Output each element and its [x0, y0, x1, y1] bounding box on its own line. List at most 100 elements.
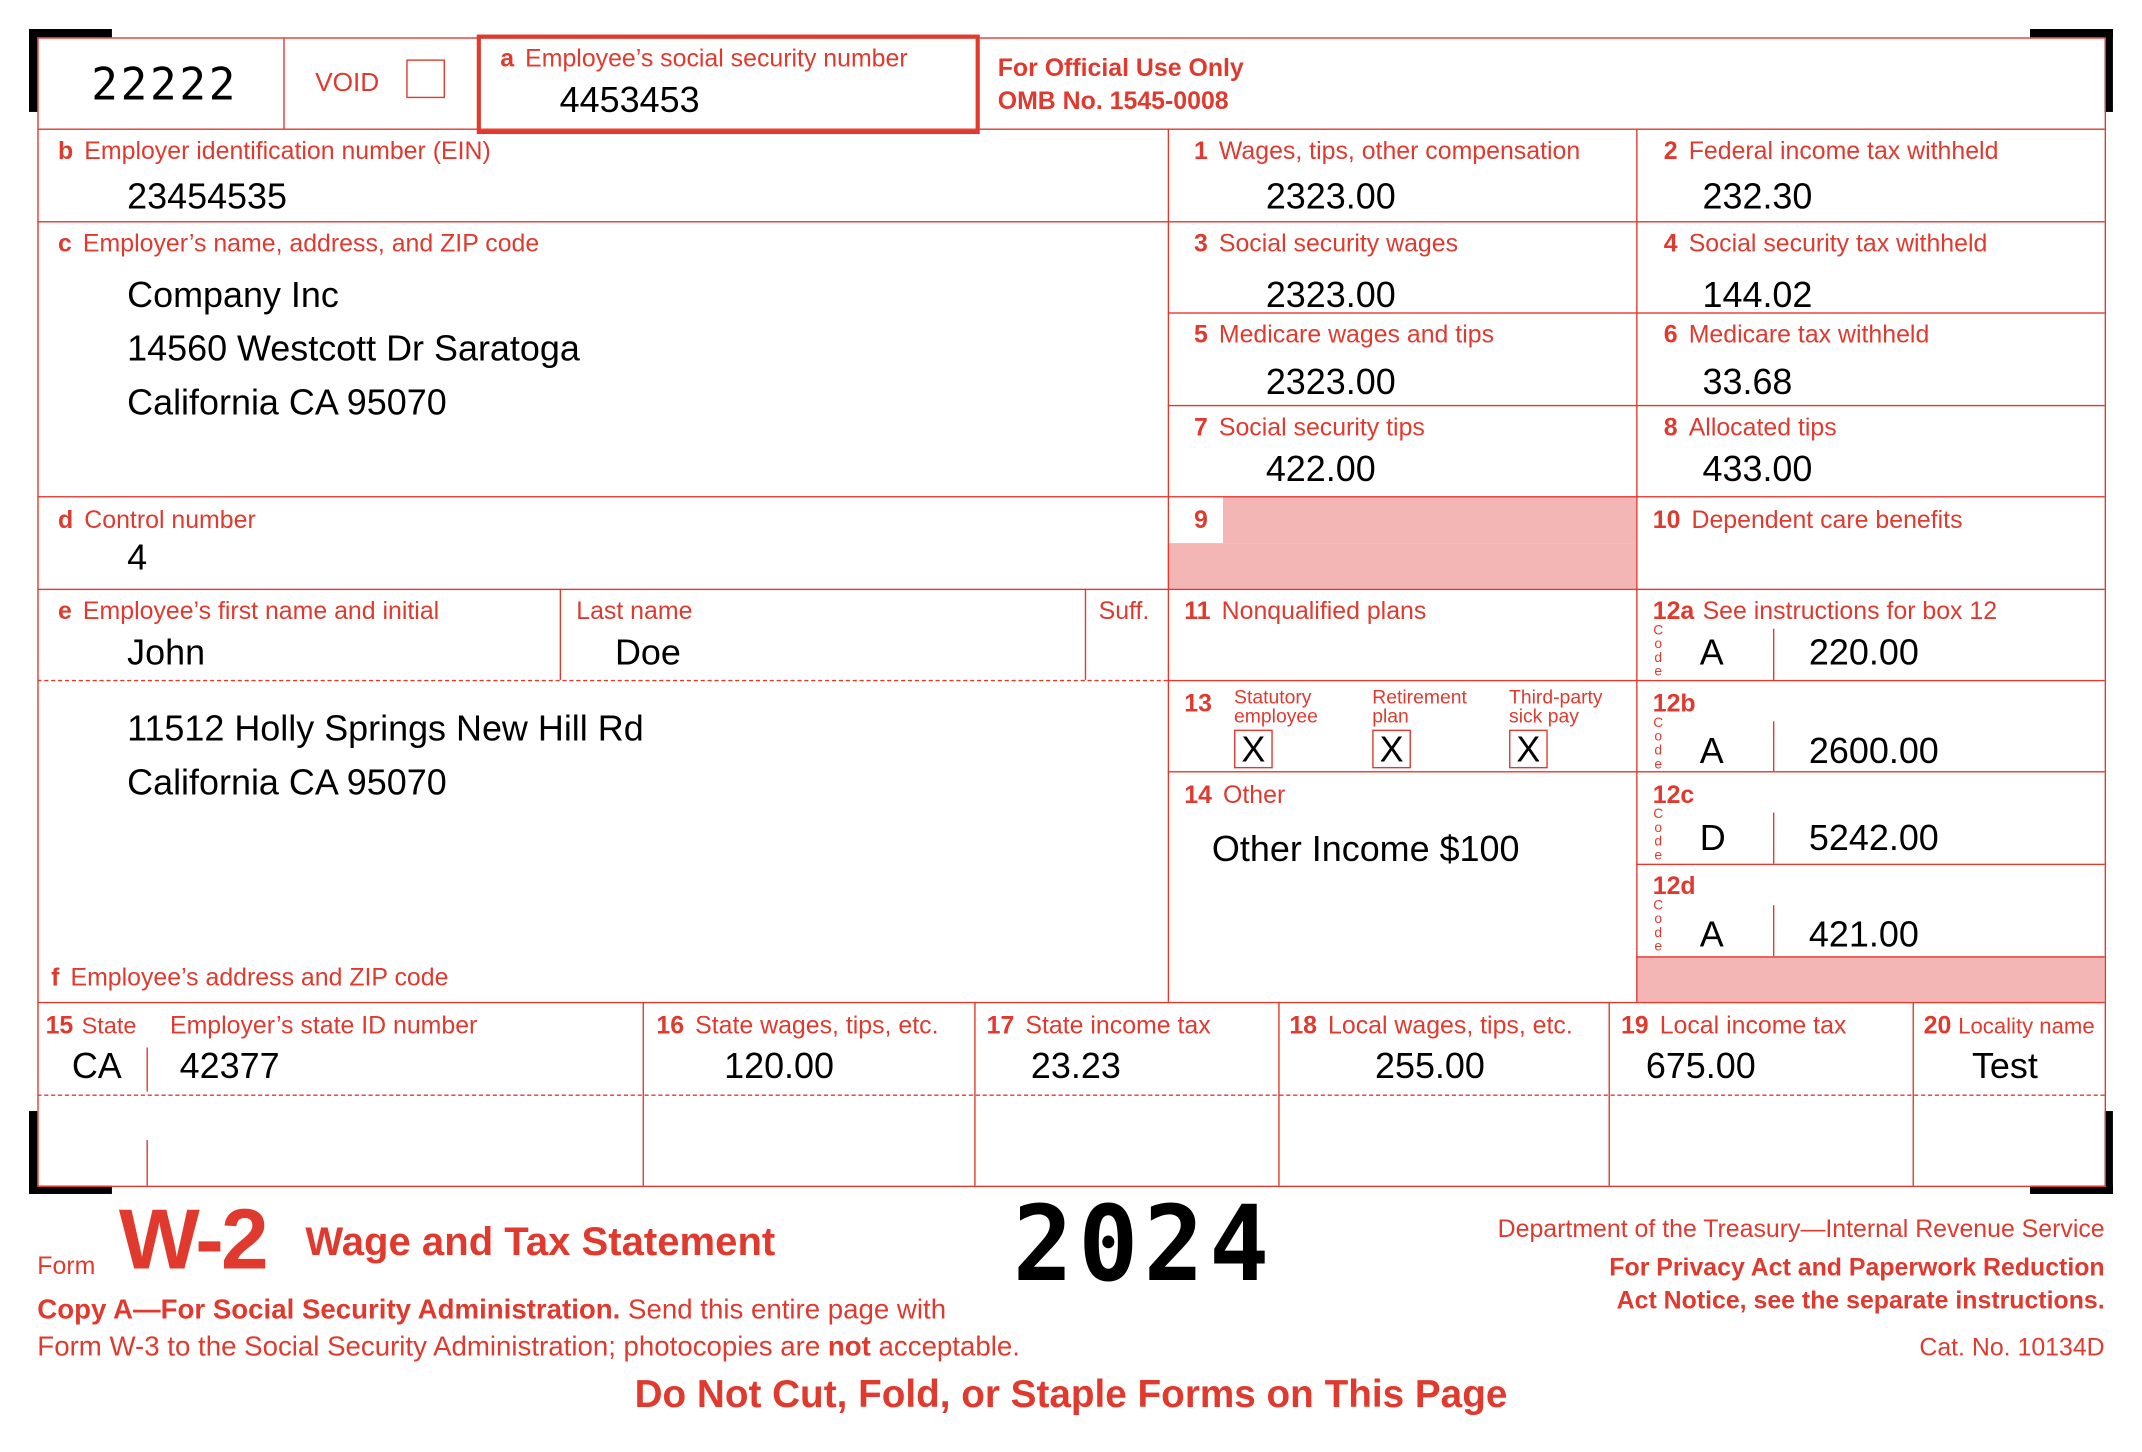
box-number: 9: [1193, 505, 1208, 534]
local-wages-label: Local wages, tips, etc.: [1328, 1011, 1573, 1040]
ein-value: 23454535: [127, 175, 288, 217]
box9-shade: [1167, 543, 1637, 589]
employee-address-label: Employee’s address and ZIP code: [70, 963, 449, 991]
form-word: Form: [37, 1252, 96, 1280]
divider: [1636, 956, 2105, 958]
divider: [146, 1047, 148, 1092]
box9-shade: [1222, 497, 1637, 544]
statutory-label: Statutory: [1234, 685, 1312, 708]
divider: [37, 128, 2105, 130]
medicare-wages-label: Medicare wages and tips: [1218, 320, 1495, 349]
box12b-code: A: [1699, 729, 1724, 772]
box12a-code: A: [1699, 631, 1724, 673]
federal-tax-label: Federal income tax withheld: [1688, 136, 1999, 165]
ss-tips-value: 422.00: [1265, 447, 1376, 490]
box12c-amount: 5242.00: [1808, 816, 1939, 859]
privacy-notice: Act Notice, see the separate instruction…: [1616, 1286, 2105, 1315]
divider: [1167, 679, 2105, 682]
box12a-amount: 220.00: [1808, 631, 1919, 673]
divider: [37, 496, 2105, 498]
ssn-box: [476, 34, 980, 135]
control-number-value: 4: [127, 536, 148, 578]
box-letter: c: [58, 229, 72, 258]
copy-instructions: acceptable.: [870, 1332, 1020, 1363]
copy-a-label: Copy A—For Social Security Administratio…: [37, 1294, 621, 1326]
box-number: 7: [1193, 413, 1208, 441]
ss-wages-value: 2323.00: [1265, 273, 1396, 316]
divider: [1636, 128, 1638, 1002]
handling-warning: Do Not Cut, Fold, or Staple Forms on Thi…: [634, 1372, 1508, 1416]
divider: [1167, 128, 1170, 1002]
corner-mark: [29, 1185, 112, 1194]
dependent-care-label: Dependent care benefits: [1691, 505, 1963, 534]
ss-tips-label: Social security tips: [1218, 413, 1425, 441]
box-number: 15: [45, 1011, 74, 1040]
control-number-label: Control number: [84, 505, 256, 534]
privacy-notice: For Privacy Act and Paperwork Reduction: [1609, 1253, 2105, 1282]
corner-mark: [2104, 29, 2113, 112]
corner-mark: [29, 29, 112, 38]
divider: [1636, 863, 2105, 866]
divider: [1772, 628, 1775, 680]
box-letter: e: [58, 596, 72, 625]
box-number: 4: [1663, 229, 1678, 258]
local-tax-label: Local income tax: [1659, 1011, 1847, 1040]
box-number: 5: [1193, 320, 1208, 349]
box-letter: b: [58, 136, 74, 165]
copy-instructions-emphasis: not: [827, 1332, 871, 1363]
medicare-wages-value: 2323.00: [1265, 360, 1396, 403]
nonqualified-label: Nonqualified plans: [1221, 596, 1427, 625]
wages-label: Wages, tips, other compensation: [1218, 136, 1581, 165]
retirement-label: plan: [1372, 704, 1409, 727]
box12b-amount: 2600.00: [1808, 729, 1939, 772]
medicare-tax-value: 33.68: [1702, 360, 1793, 403]
corner-mark: [2030, 29, 2113, 38]
retirement-plan-checkbox[interactable]: X: [1372, 729, 1411, 769]
box-number: 20: [1923, 1011, 1952, 1040]
sick-pay-checkbox[interactable]: X: [1509, 729, 1548, 769]
divider: [1167, 404, 2105, 407]
local-wages-value: 255.00: [1374, 1044, 1485, 1087]
sick-pay-label: sick pay: [1509, 704, 1579, 727]
box-letter: a: [500, 44, 515, 72]
divider: [37, 1001, 2105, 1004]
official-use: For Official Use Only: [997, 53, 1244, 82]
divider: [559, 588, 562, 680]
box-number: 19: [1620, 1011, 1649, 1040]
box-number: 18: [1289, 1011, 1317, 1040]
void-checkbox[interactable]: [406, 59, 445, 99]
copy-instructions: Form W-3 to the Social Security Administ…: [37, 1332, 828, 1363]
last-name-value: Doe: [614, 631, 681, 673]
state-label: State: [81, 1012, 137, 1040]
box-number: 10: [1652, 505, 1681, 534]
box-number: 11: [1184, 596, 1211, 625]
box12-shade: [1636, 956, 2105, 1002]
divider: [283, 37, 285, 129]
box-number: 16: [656, 1011, 685, 1040]
state-id-value: 42377: [179, 1044, 280, 1087]
box12-instructions: See instructions for box 12: [1702, 596, 1998, 625]
divider: [1772, 905, 1775, 957]
locality-value: Test: [1971, 1044, 2038, 1087]
department: Department of the Treasury—Internal Reve…: [1497, 1214, 2105, 1243]
divider: [1772, 812, 1775, 864]
state-wages-label: State wages, tips, etc.: [695, 1011, 939, 1040]
other-value: Other Income $100: [1211, 827, 1520, 870]
wages-value: 2323.00: [1265, 175, 1396, 217]
state-wages-value: 120.00: [724, 1044, 835, 1087]
statutory-label: employee: [1234, 704, 1318, 727]
divider: [974, 1001, 976, 1186]
ss-tax-label: Social security tax withheld: [1688, 229, 1988, 258]
statutory-employee-checkbox[interactable]: X: [1234, 729, 1273, 769]
state-tax-value: 23.23: [1030, 1044, 1121, 1087]
employee-city: California CA 95070: [127, 761, 447, 803]
catalog-number: Cat. No. 10134D: [1919, 1333, 2105, 1362]
medicare-tax-label: Medicare tax withheld: [1688, 320, 1930, 349]
ss-tax-value: 144.02: [1702, 273, 1813, 316]
box-number: 12d: [1652, 871, 1696, 900]
sick-pay-label: Third-party: [1509, 685, 1603, 708]
employer-address: 14560 Westcott Dr Saratoga: [127, 327, 580, 369]
divider: [1608, 1001, 1610, 1186]
